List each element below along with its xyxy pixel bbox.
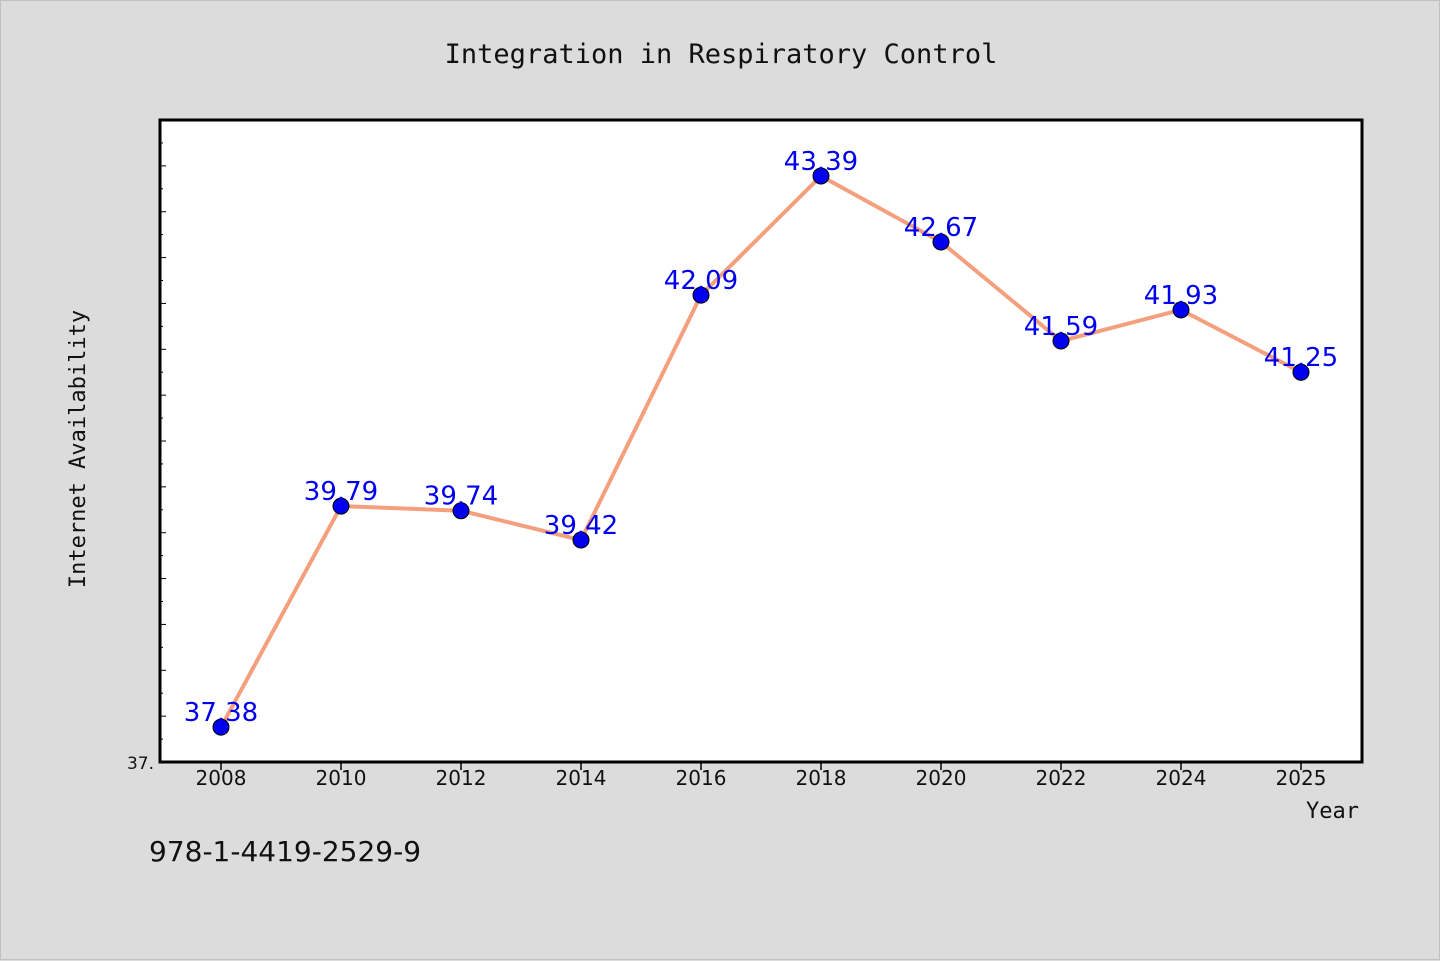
data-point [812, 167, 830, 185]
plot-area [158, 118, 1364, 764]
x-tick-label: 2018 [796, 766, 847, 790]
data-point [452, 502, 470, 520]
x-tick-label: 2012 [436, 766, 487, 790]
data-point [932, 233, 950, 251]
x-tick-label: 2025 [1276, 766, 1327, 790]
chart-title: Integration in Respiratory Control [445, 39, 998, 70]
series-markers [212, 167, 1310, 736]
data-point [692, 286, 710, 304]
data-label: 39.79 [304, 477, 378, 507]
y-axis-label: Internet Availability [66, 310, 91, 588]
data-point [1052, 332, 1070, 350]
series-line [219, 173, 1302, 729]
x-axis-ticks: 2008 2010 2012 2014 2016 2018 2020 2022 2024 2025 [196, 762, 1327, 790]
x-axis-label: Year [1306, 799, 1359, 824]
y-tick-label: 37. [127, 754, 154, 774]
data-point [1172, 301, 1190, 319]
data-label: 37.38 [184, 698, 258, 728]
data-point [332, 497, 350, 515]
data-label: 41.59 [1024, 312, 1098, 342]
data-label: 39.74 [424, 482, 498, 512]
data-point [572, 531, 590, 549]
data-label: 41.25 [1264, 343, 1338, 373]
x-tick-label: 2010 [316, 766, 367, 790]
footer-code: 978-1-4419-2529-9 [149, 835, 422, 868]
y-axis-ticks [160, 119, 166, 763]
data-label: 39.42 [544, 511, 618, 541]
data-label: 41.93 [1144, 281, 1218, 311]
x-tick-label: 2008 [196, 766, 247, 790]
data-point [1292, 363, 1310, 381]
x-tick-label: 2024 [1156, 766, 1207, 790]
x-tick-label: 2020 [916, 766, 967, 790]
data-label: 42.67 [904, 213, 978, 243]
data-point [212, 718, 230, 736]
x-tick-label: 2014 [556, 766, 607, 790]
x-tick-label: 2022 [1036, 766, 1087, 790]
data-labels: 37.38 39.79 39.74 39.42 42.09 43.39 42.67 41.59… [184, 147, 1338, 728]
x-tick-label: 2016 [676, 766, 727, 790]
data-label: 43.39 [784, 147, 858, 177]
data-label: 42.09 [664, 266, 738, 296]
